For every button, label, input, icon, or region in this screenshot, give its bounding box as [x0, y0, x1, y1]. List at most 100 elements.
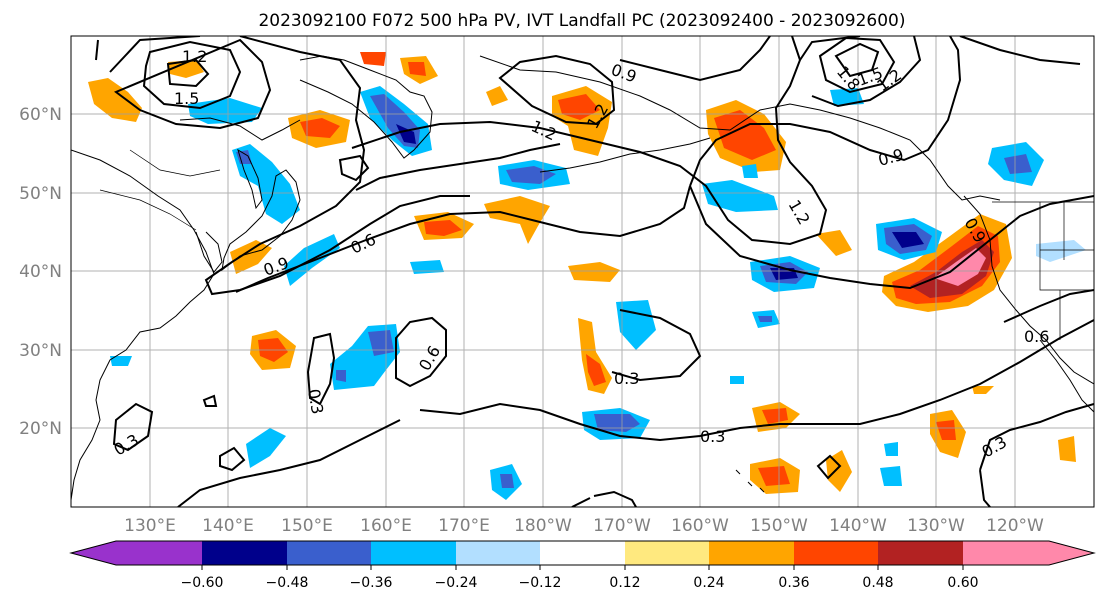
colorbar-tick-labels: −0.60 −0.48 −0.36 −0.24 −0.12 0.12 0.24 … — [181, 575, 979, 591]
warm-patch — [408, 62, 426, 76]
lon-tick-label: 130°W — [907, 516, 965, 536]
contour-1.2-east — [799, 36, 922, 108]
colorbar-tick-label: 0.48 — [862, 575, 893, 591]
colorbar-bin — [371, 541, 456, 565]
lat-tick-label: 20°N — [19, 419, 62, 439]
lon-tick-labels: 130°E 140°E 150°E 160°E 170°E 180°W 170°… — [124, 516, 1044, 536]
cool-patch — [410, 260, 444, 274]
colorbar-extend-min — [71, 541, 116, 565]
cool-patch — [616, 300, 656, 350]
colorbar-bin — [202, 541, 287, 565]
cool-patch — [880, 466, 902, 486]
lon-tick-label: 130°E — [124, 516, 176, 536]
lon-tick-label: 140°W — [829, 516, 887, 536]
colorbar-outline — [69, 540, 1096, 566]
warm-patch — [762, 408, 788, 424]
lon-tick-label: 140°E — [202, 516, 254, 536]
pv-shading — [88, 52, 1086, 500]
contour-0.9-central — [355, 36, 771, 191]
sakhalin-coastline — [237, 148, 263, 210]
cool-patch — [830, 88, 864, 106]
lon-tick-label: 170°W — [593, 516, 651, 536]
colorbar-bin — [963, 541, 1049, 565]
warm-patch — [360, 52, 386, 66]
kamchatka-coastline — [299, 55, 433, 159]
contour-0.9-east — [689, 36, 962, 187]
colorbar-tick-label: 0.24 — [693, 575, 724, 591]
contour-0.9-nw-east — [959, 36, 1081, 65]
warm-patch — [934, 248, 986, 286]
cool-patch — [500, 474, 514, 488]
warm-patch — [586, 354, 606, 386]
warm-patch — [230, 240, 272, 274]
colorbar-tick-label: −0.48 — [266, 575, 309, 591]
contour-0.3-sw — [112, 402, 154, 452]
contour-1.2-central-arc — [351, 36, 828, 246]
cool-patch — [742, 164, 758, 178]
map-panel: 1.2 1.5 1.2 0.9 1.2 1.8 1.5 1.2 0.9 1.2 … — [19, 35, 1095, 536]
colorbar-bin — [878, 541, 963, 565]
contour-label: 0.3 — [614, 369, 639, 388]
colorbar-tick-label: −0.36 — [350, 575, 393, 591]
cool-patch — [758, 316, 772, 322]
cool-patch — [1036, 240, 1086, 262]
lat-tick-label: 40°N — [19, 262, 62, 282]
contour-small-rings — [202, 154, 842, 507]
cool-patch — [246, 428, 286, 468]
warm-patch — [88, 78, 142, 122]
ivt-contours — [95, 36, 1094, 507]
aleutian-islands — [539, 137, 711, 173]
okhotsk-coastline — [179, 117, 301, 141]
lon-tick-label: 170°E — [438, 516, 490, 536]
lat-tick-label: 60°N — [19, 105, 62, 125]
warm-patch — [816, 230, 852, 256]
korea-coastline — [195, 231, 223, 273]
contour-label: 1.2 — [182, 47, 207, 66]
baja-coastline — [1039, 339, 1094, 413]
contour-0.9-west — [95, 36, 470, 296]
map-frame — [70, 35, 1095, 508]
warm-patch — [758, 466, 790, 486]
colorbar-bin — [794, 541, 878, 565]
colorbar-tick-label: 0.60 — [947, 575, 978, 591]
hawaii-islands — [735, 469, 765, 493]
warm-patch — [714, 110, 776, 160]
contour-1.2-west — [109, 36, 272, 130]
contour-0.6-west — [235, 185, 691, 293]
contour-0.3-se — [979, 403, 1094, 507]
contour-0.3-south-curve — [177, 419, 401, 507]
alaska-coastline — [479, 55, 1001, 201]
warm-patch — [486, 86, 508, 106]
warm-patch — [168, 60, 204, 78]
contour-1.5-east — [818, 36, 896, 94]
warm-patch — [484, 196, 550, 244]
lon-tick-label: 180°W — [514, 516, 572, 536]
asia-coastline — [71, 149, 215, 501]
colorbar-bin — [540, 541, 625, 565]
lat-tick-label: 50°N — [19, 184, 62, 204]
cool-patch — [396, 124, 416, 144]
cool-patch — [110, 356, 132, 366]
colorbar-tick-label: 0.12 — [609, 575, 640, 591]
warm-patch — [568, 262, 620, 282]
colorbar-extend-max — [1049, 541, 1094, 565]
contour-0.6-east — [689, 185, 1094, 290]
contour-0.3-central — [611, 309, 702, 382]
cool-patch — [884, 442, 898, 456]
us-state-lines — [1039, 202, 1094, 340]
contour-label: 0.3 — [304, 387, 327, 415]
colorbar-bin — [709, 541, 794, 565]
cool-patch — [730, 376, 744, 384]
contour-1.2-central — [498, 54, 616, 126]
contour-0.3-ring-west — [306, 332, 336, 406]
na-westcoast — [963, 195, 1094, 385]
colorbar-tick-label: 0.36 — [778, 575, 809, 591]
japan-coastline — [221, 169, 301, 272]
warm-patch — [972, 386, 994, 394]
lon-tick-label: 160°E — [360, 516, 412, 536]
negative-anomaly-patches — [110, 86, 1086, 500]
cool-patch — [1004, 154, 1032, 174]
colorbar-tick-label: −0.60 — [181, 575, 224, 591]
lat-tick-label: 30°N — [19, 341, 62, 361]
